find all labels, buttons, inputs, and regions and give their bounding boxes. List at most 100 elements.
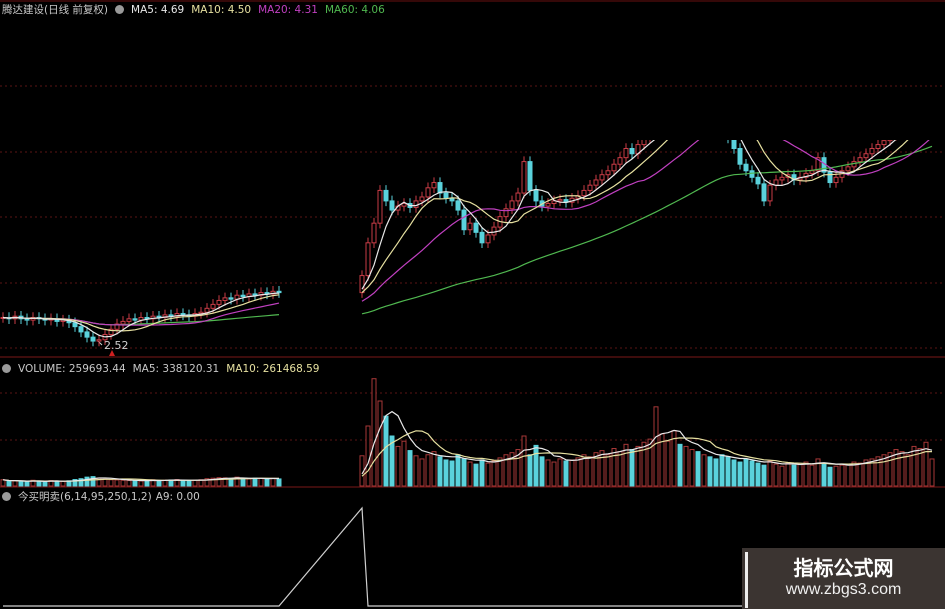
settings-icon[interactable] <box>2 364 11 373</box>
vol-ma5-line <box>361 410 933 475</box>
candle <box>461 209 467 231</box>
ma10-label: MA10: 4.50 <box>191 4 252 16</box>
candle <box>503 208 509 218</box>
settings-icon[interactable] <box>2 492 11 501</box>
volume-bar <box>503 454 509 487</box>
volume-bar <box>437 456 443 487</box>
candle <box>389 200 395 211</box>
settings-icon[interactable] <box>115 5 125 14</box>
candle <box>684 101 688 111</box>
volume-bar <box>479 459 485 487</box>
volume-bar <box>407 450 413 487</box>
volume-bar <box>845 463 851 487</box>
volume-bar <box>677 443 683 487</box>
volume-bar <box>803 461 809 487</box>
volume-bar <box>689 449 695 487</box>
candle <box>521 161 527 194</box>
volume-bar <box>162 479 168 487</box>
volume-bar <box>611 448 617 487</box>
volume-bar <box>821 462 827 487</box>
volume-bar <box>881 454 887 487</box>
indicator-header: 今买明卖(6,14,95,250,1,2) A9: 0.00 <box>2 489 207 504</box>
volume-bar <box>138 480 144 487</box>
volume-bar <box>797 463 803 487</box>
low-price-label: 2.52 <box>104 339 129 352</box>
volume-bar <box>593 452 599 487</box>
volume-bar <box>431 451 437 487</box>
candle <box>605 170 611 176</box>
candle <box>557 199 563 202</box>
volume-bar <box>216 477 222 487</box>
candle <box>869 148 875 155</box>
volume-bar <box>731 459 737 487</box>
volume-bar <box>389 435 395 487</box>
volume-bar <box>569 459 575 487</box>
volume-bar <box>635 445 641 487</box>
candle <box>863 153 869 159</box>
candle <box>708 92 712 101</box>
volume-bar <box>911 445 917 487</box>
volume-bar <box>473 463 479 487</box>
candle <box>779 176 785 181</box>
volume-bar <box>707 456 713 487</box>
volume-bar <box>857 462 863 487</box>
candle <box>894 128 898 136</box>
volume-bar <box>905 454 911 487</box>
candle <box>611 163 617 172</box>
watermark: 指标公式网 www.zbgs3.com <box>742 548 945 609</box>
volume-bar <box>114 479 120 487</box>
volume-bar <box>258 478 264 487</box>
candle <box>228 297 234 300</box>
volume-bar <box>653 406 659 487</box>
candle <box>912 99 916 109</box>
candle <box>455 200 461 211</box>
vol-ma5-line <box>2 477 279 483</box>
volume-bar <box>497 457 503 487</box>
volume-bar <box>599 450 605 487</box>
volume-bar <box>851 461 857 487</box>
candle <box>767 184 773 202</box>
volume-bar <box>425 454 431 487</box>
volume-bar <box>210 477 216 487</box>
volume-bar <box>276 478 282 487</box>
candle <box>533 189 539 202</box>
volume-bar <box>605 454 611 487</box>
candle <box>714 101 718 111</box>
candle <box>690 96 694 101</box>
candle <box>743 163 749 172</box>
volume-bar <box>126 480 132 487</box>
volume-bar <box>737 461 743 487</box>
volume-bar <box>623 443 629 487</box>
candle <box>678 105 682 112</box>
candle <box>515 192 521 202</box>
candle <box>581 189 587 197</box>
volume-bar <box>869 458 875 487</box>
ma60-label: MA60: 4.06 <box>324 4 385 16</box>
candle <box>485 234 491 244</box>
candle <box>24 318 30 321</box>
volume-bar <box>923 441 929 487</box>
candle <box>473 222 479 233</box>
candle <box>377 189 383 224</box>
candle <box>623 148 629 159</box>
volume-bar <box>6 480 12 487</box>
candle <box>120 320 126 325</box>
volume-bar <box>24 481 30 487</box>
volume-bar <box>545 459 551 487</box>
volume-bar <box>695 451 701 487</box>
candle <box>180 313 186 316</box>
candle <box>204 307 210 313</box>
volume-bar <box>90 476 96 487</box>
volume-bar <box>875 456 881 487</box>
volume-bar <box>449 460 455 487</box>
candle <box>84 331 90 338</box>
candle <box>702 92 706 99</box>
candle <box>827 171 833 184</box>
ma60-line <box>361 145 933 315</box>
volume-bar <box>491 460 497 487</box>
indicator-name: 今买明卖(6,14,95,250,1,2) <box>18 491 152 503</box>
volume-bar <box>563 460 569 487</box>
candle <box>906 109 910 118</box>
volume-bar <box>60 480 66 487</box>
